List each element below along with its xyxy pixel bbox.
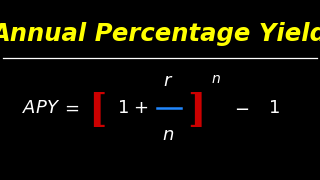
Text: $r$: $r$ [163,72,173,90]
Text: $=$: $=$ [61,99,80,117]
Text: ]: ] [188,92,206,130]
Text: $n$: $n$ [211,72,221,86]
Text: Annual Percentage Yield: Annual Percentage Yield [0,22,320,46]
Text: $+$: $+$ [133,99,148,117]
Text: [: [ [88,92,107,130]
Text: $n$: $n$ [162,126,174,144]
Text: $-$: $-$ [234,99,249,117]
Text: $APY$: $APY$ [22,99,61,117]
Text: $1$: $1$ [117,99,129,117]
Text: $1$: $1$ [268,99,279,117]
